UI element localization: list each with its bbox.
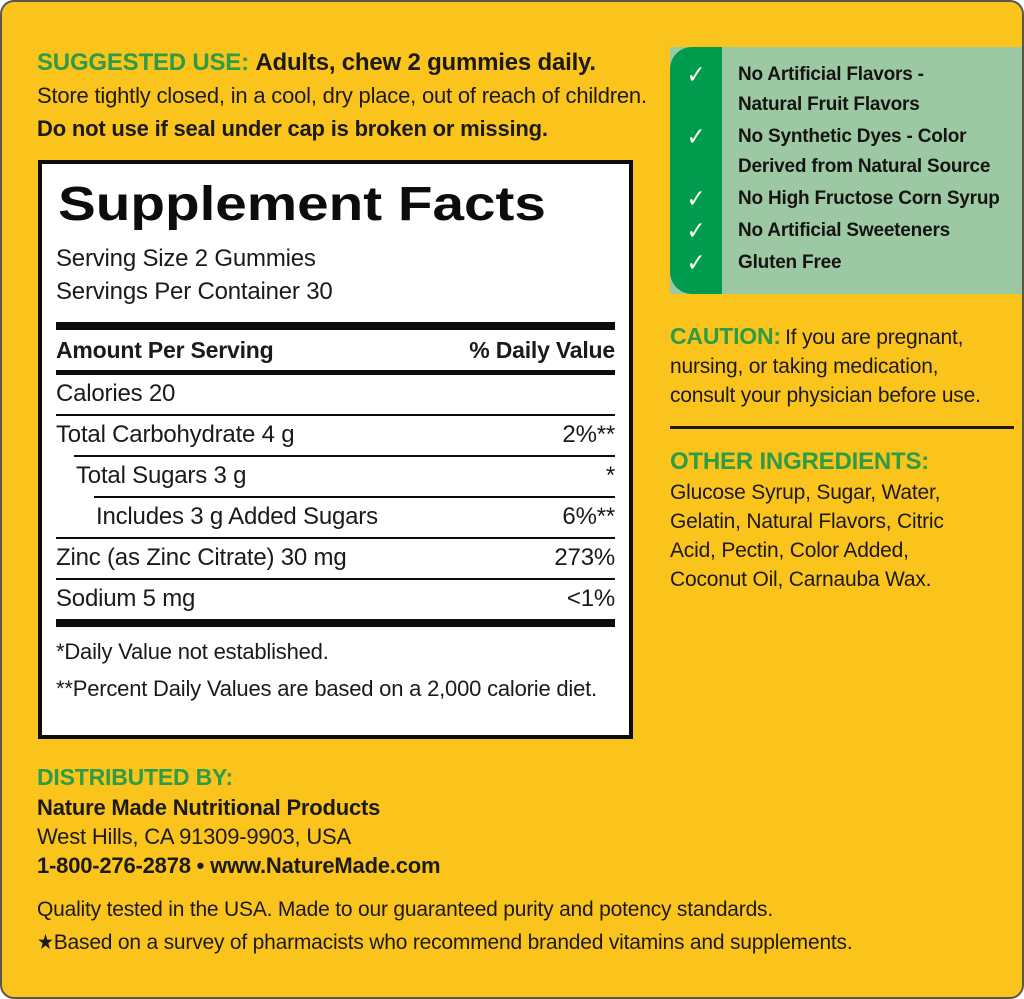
- row-label: Zinc (as Zinc Citrate) 30 mg: [56, 544, 347, 572]
- supplement-facts-panel: Supplement Facts Serving Size 2 Gummies …: [38, 160, 633, 739]
- contact-info: 1-800-276-2878 • www.NatureMade.com: [37, 853, 441, 878]
- divider-hairline: [56, 578, 615, 581]
- caution-section: CAUTION: If you are pregnant, nursing, o…: [670, 322, 1016, 410]
- row-label: Total Carbohydrate 4 g: [56, 421, 295, 449]
- row-label: Total Sugars 3 g: [76, 462, 247, 490]
- facts-row-sodium: Sodium 5 mg <1%: [56, 580, 615, 619]
- serving-size: Serving Size 2 Gummies: [56, 245, 316, 273]
- checkmark-icon: ✓: [686, 217, 706, 245]
- caution-text: If you are pregnant, nursing, or taking …: [670, 326, 981, 407]
- amount-per-serving-header: Amount Per Serving: [56, 337, 274, 364]
- row-label: Calories 20: [56, 380, 176, 408]
- facts-row-total-sugars: Total Sugars 3 g *: [56, 457, 615, 496]
- row-value: <1%: [566, 585, 615, 613]
- footnote-daily-value: *Daily Value not established.: [56, 639, 329, 665]
- benefit-label: Gluten Free: [738, 252, 842, 273]
- row-label: Sodium 5 mg: [56, 585, 196, 613]
- divider-hairline: [74, 455, 615, 458]
- benefit-item: ✓ No High Fructose Corn Syrup: [670, 184, 1022, 214]
- daily-value-header: % Daily Value: [469, 337, 615, 364]
- benefits-checklist: ✓ No Artificial Flavors - Natural Fruit …: [670, 47, 1022, 294]
- benefit-label: No Synthetic Dyes - Color Derived from N…: [738, 126, 991, 177]
- benefit-item: ✓ No Artificial Sweeteners: [670, 216, 1022, 246]
- row-label: Includes 3 g Added Sugars: [96, 503, 378, 531]
- caution-heading: CAUTION:: [670, 323, 781, 349]
- facts-row-total-carbohydrate: Total Carbohydrate 4 g 2%**: [56, 416, 615, 455]
- checkmark-icon: ✓: [686, 185, 706, 213]
- facts-row-zinc: Zinc (as Zinc Citrate) 30 mg 273%: [56, 539, 615, 578]
- storage-instructions: Store tightly closed, in a cool, dry pla…: [37, 83, 647, 108]
- seal-warning: Do not use if seal under cap is broken o…: [37, 116, 548, 141]
- footnote-percent-dv: **Percent Daily Values are based on a 2,…: [56, 676, 597, 702]
- servings-per-container: Servings Per Container 30: [56, 278, 333, 306]
- suggested-use-section: SUGGESTED USE: Adults, chew 2 gummies da…: [37, 46, 657, 145]
- row-value: 273%: [554, 544, 615, 572]
- divider-hairline: [94, 496, 615, 499]
- facts-footnotes: *Daily Value not established. **Percent …: [56, 633, 615, 707]
- distributed-by-section: DISTRIBUTED BY: Nature Made Nutritional …: [37, 762, 597, 880]
- benefit-label: No Artificial Flavors - Natural Fruit Fl…: [738, 64, 924, 115]
- divider-hairline: [56, 414, 615, 417]
- suggested-use-line1: SUGGESTED USE: Adults, chew 2 gummies da…: [37, 46, 657, 79]
- distributed-by-heading: DISTRIBUTED BY:: [37, 764, 233, 790]
- pharmacist-survey-note: ★Based on a survey of pharmacists who re…: [37, 931, 853, 954]
- divider-thick: [56, 619, 615, 628]
- quality-statement: Quality tested in the USA. Made to our g…: [37, 898, 773, 921]
- benefit-item: ✓ No Artificial Flavors - Natural Fruit …: [670, 60, 1022, 120]
- divider-medium: [56, 370, 615, 376]
- company-address: West Hills, CA 91309-9903, USA: [37, 824, 351, 849]
- other-ingredients-heading: OTHER INGREDIENTS:: [670, 448, 930, 475]
- footer-notes-section: Quality tested in the USA. Made to our g…: [37, 893, 997, 959]
- divider-thick: [56, 322, 615, 331]
- facts-row-added-sugars: Includes 3 g Added Sugars 6%**: [56, 498, 615, 537]
- checkmark-icon: ✓: [686, 249, 706, 277]
- panel-title: Supplement Facts: [58, 178, 546, 231]
- checkmark-icon: ✓: [686, 123, 706, 151]
- benefit-label: No High Fructose Corn Syrup: [738, 188, 1000, 209]
- facts-header-row: Amount Per Serving % Daily Value: [56, 330, 615, 370]
- row-value: 6%**: [562, 503, 615, 531]
- checkmark-strip: [670, 47, 722, 294]
- checkmark-icon: ✓: [686, 61, 706, 89]
- benefit-label: No Artificial Sweeteners: [738, 220, 951, 241]
- benefit-item: ✓ Gluten Free: [670, 248, 1022, 278]
- suggested-use-heading: SUGGESTED USE:: [37, 49, 249, 76]
- row-value: 2%**: [562, 421, 615, 449]
- facts-row-calories: Calories 20: [56, 375, 615, 414]
- other-ingredients-list: Glucose Syrup, Sugar, Water, Gelatin, Na…: [670, 481, 944, 591]
- benefit-item: ✓ No Synthetic Dyes - Color Derived from…: [670, 122, 1022, 182]
- other-ingredients-section: OTHER INGREDIENTS: Glucose Syrup, Sugar,…: [670, 446, 1020, 594]
- suggested-use-directions: Adults, chew 2 gummies daily.: [255, 49, 596, 76]
- column-divider: [670, 426, 1014, 429]
- row-value: *: [605, 462, 615, 490]
- divider-hairline: [56, 537, 615, 540]
- company-name: Nature Made Nutritional Products: [37, 795, 381, 820]
